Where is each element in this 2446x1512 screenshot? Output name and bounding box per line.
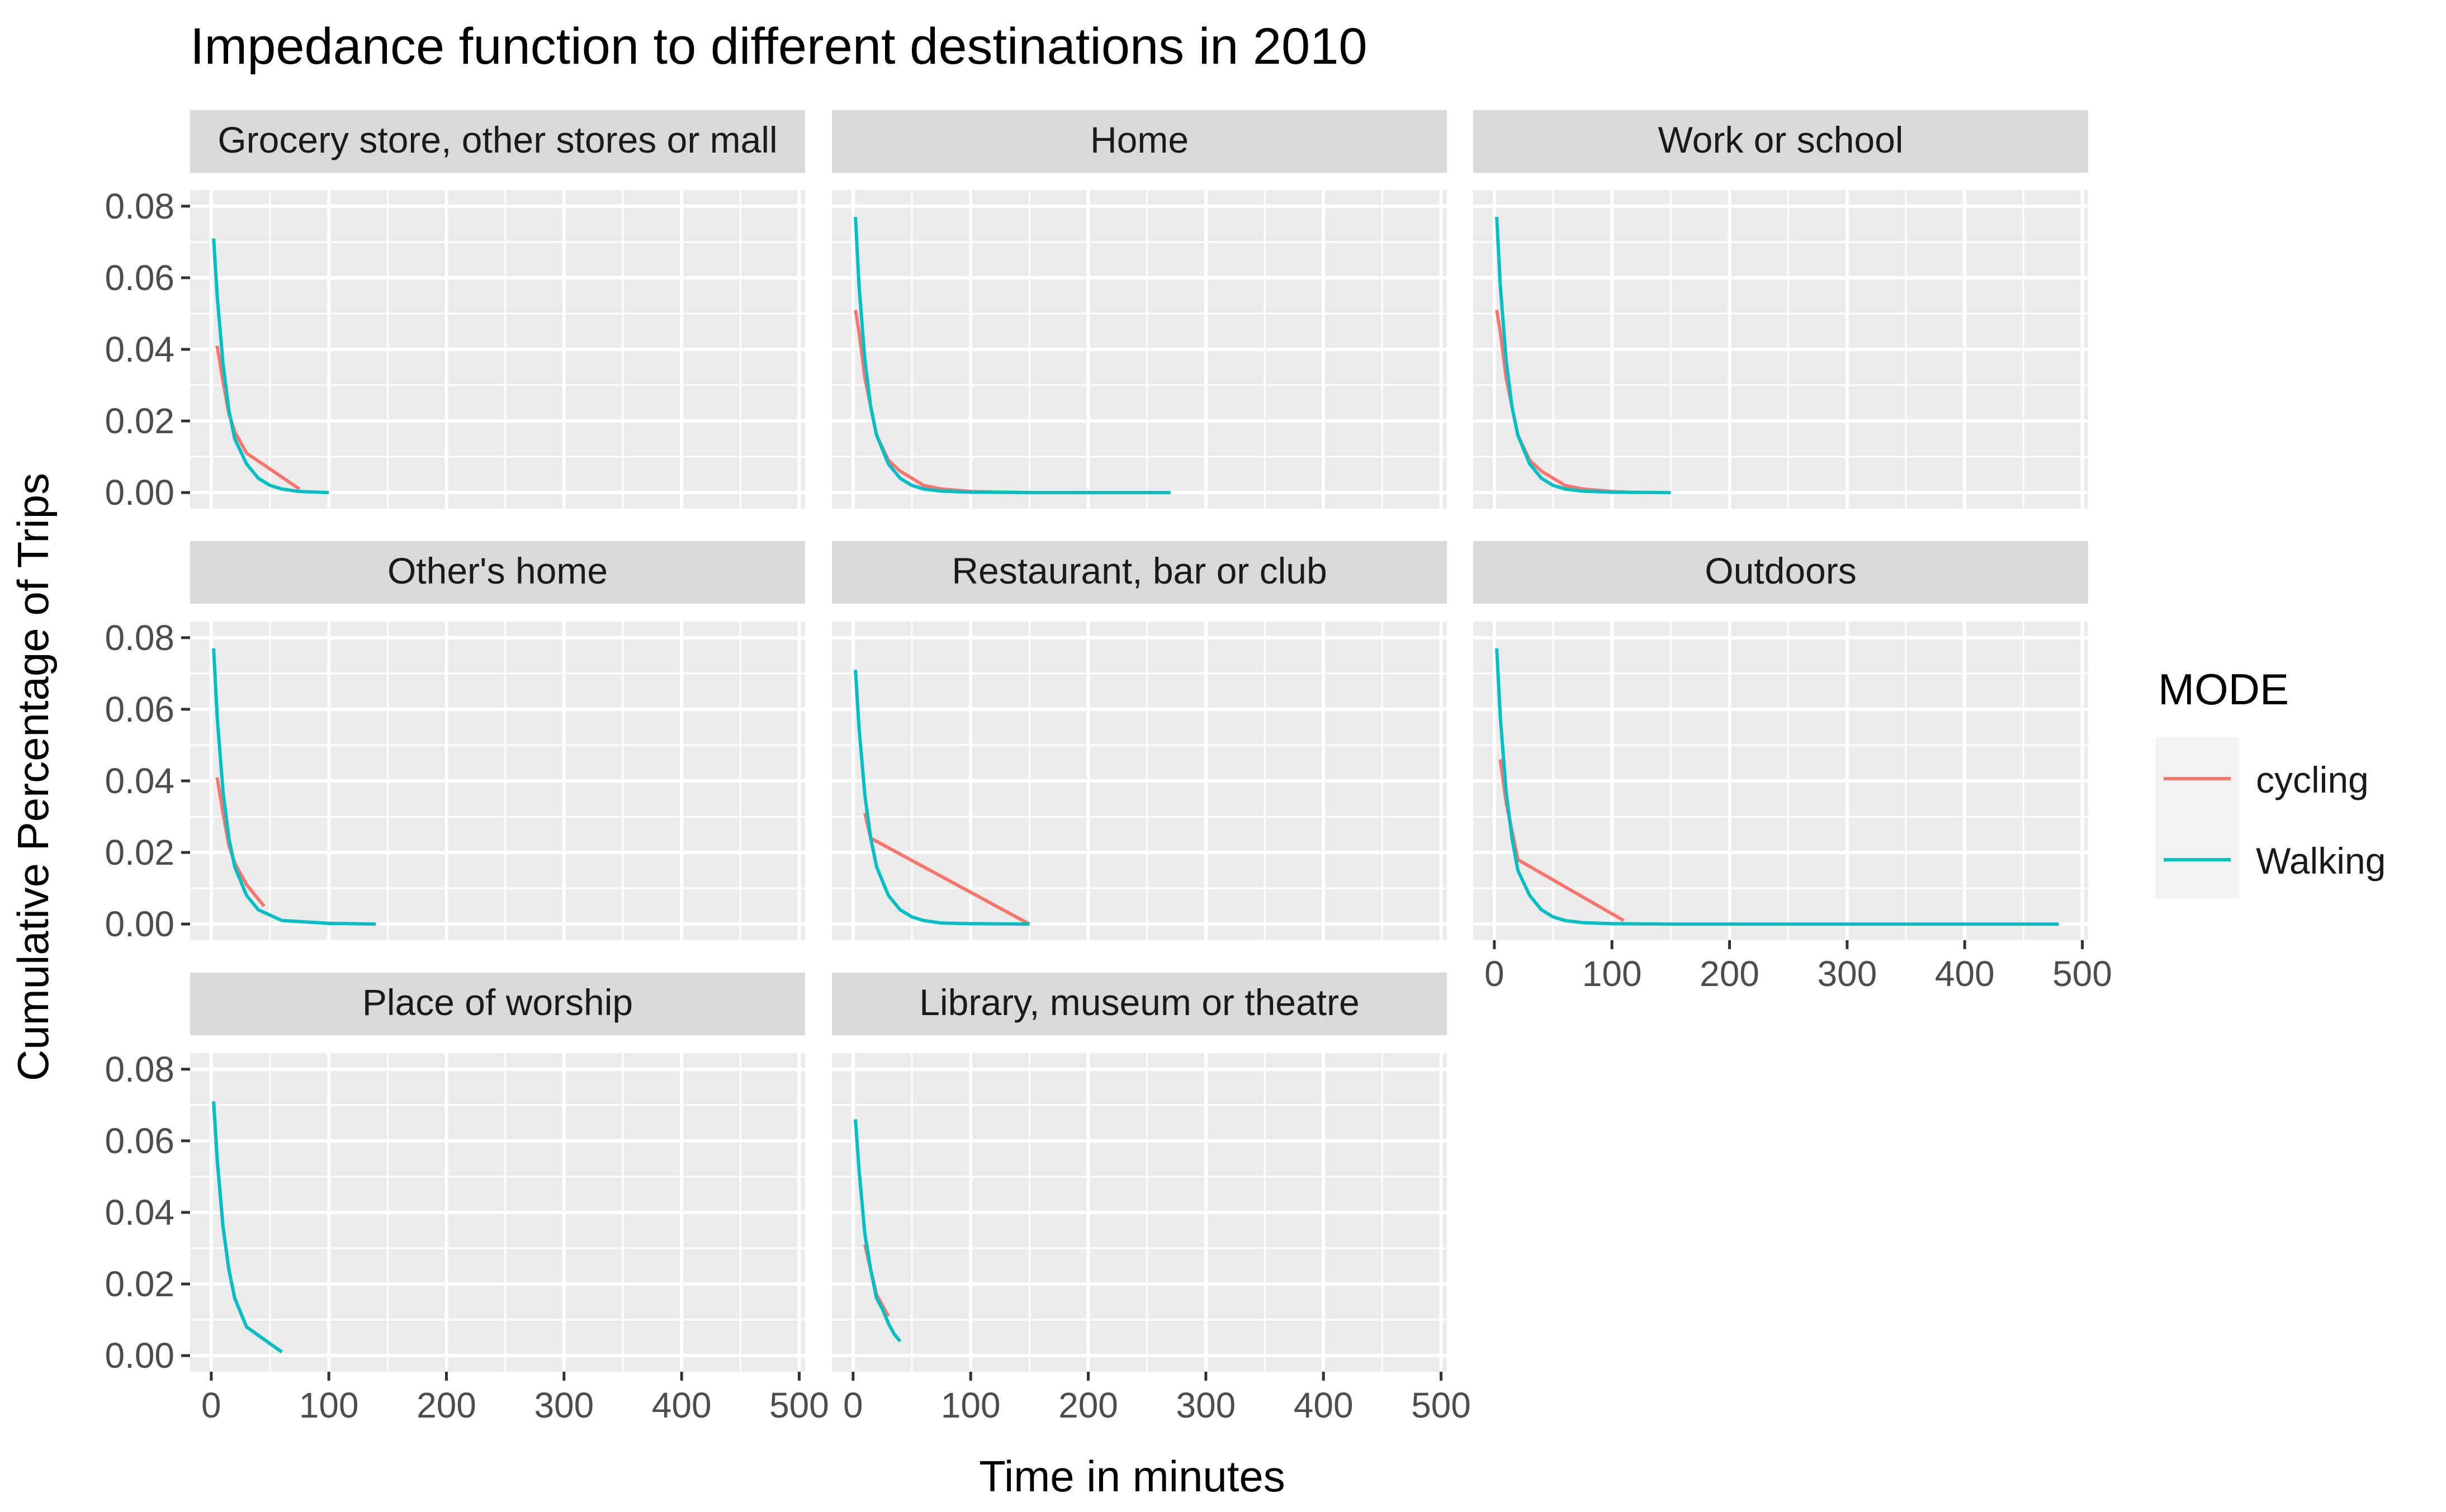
x-tick-label: 400	[1935, 954, 1995, 994]
facet-strip	[190, 541, 805, 604]
series-line-cycling	[1495, 310, 1636, 495]
facet-strip-label: Work or school	[1658, 119, 1904, 160]
series-line-walking	[212, 648, 376, 926]
x-tick-label: 0	[201, 1385, 221, 1425]
series-line-walking	[1495, 216, 1671, 495]
facet-panel: Library, museum or theatre 0 100 200 300 400 5…	[832, 973, 1471, 1425]
series-line-walking	[212, 238, 329, 495]
series-line-walking	[1495, 648, 2059, 926]
facet-strip	[1473, 541, 2088, 604]
x-tick-label: 100	[299, 1385, 359, 1425]
y-tick-label: 0.04	[105, 761, 174, 801]
series-line-walking	[854, 670, 1030, 926]
x-tick-label: 200	[1058, 1385, 1118, 1425]
y-tick-label: 0.02	[105, 1264, 174, 1304]
y-tick-label: 0.04	[105, 329, 174, 369]
x-tick-label: 400	[1294, 1385, 1354, 1425]
facet-strip-label: Library, museum or theatre	[919, 982, 1359, 1023]
facet-strip-label: Grocery store, other stores or mall	[217, 119, 777, 160]
x-tick-label: 400	[652, 1385, 712, 1425]
y-tick-label: 0.02	[105, 401, 174, 441]
facet-panel: Place of worship 0.00 0.02 0.04 0.06 0.08 0 100…	[105, 973, 829, 1425]
facet-strip	[190, 110, 805, 173]
series-line-cycling	[854, 310, 1030, 495]
y-tick-label: 0.02	[105, 832, 174, 873]
x-tick-label: 100	[941, 1385, 1001, 1425]
x-tick-label: 500	[769, 1385, 829, 1425]
legend-label-walking: Walking	[2256, 840, 2386, 881]
y-tick-label: 0.00	[105, 1335, 174, 1376]
y-tick-label: 0.00	[105, 472, 174, 513]
facet-strip	[1473, 110, 2088, 173]
facet-strip	[190, 973, 805, 1035]
facet-strip-label: Place of worship	[362, 982, 633, 1023]
series-line-walking	[212, 1101, 283, 1354]
y-tick-label: 0.06	[105, 689, 174, 729]
facet-strip-label: Home	[1090, 119, 1189, 160]
legend: MODE cycling Walking	[2155, 665, 2386, 899]
x-tick-label: 200	[1700, 954, 1759, 994]
facet-strip-label: Outdoors	[1705, 550, 1856, 591]
facet-panel: Work or school	[1473, 110, 2088, 509]
x-tick-label: 300	[1817, 954, 1877, 994]
x-tick-label: 300	[1176, 1385, 1236, 1425]
y-axis-label: Cumulative Percentage of Trips	[8, 473, 58, 1081]
x-tick-label: 0	[843, 1385, 863, 1425]
facet-panel: Restaurant, bar or club	[832, 541, 1447, 940]
facet-strip-label: Other's home	[387, 550, 608, 591]
y-tick-label: 0.08	[105, 618, 174, 658]
x-tick-label: 0	[1484, 954, 1504, 994]
facet-panel: Outdoors 0 100 200 300 400 500	[1473, 541, 2112, 994]
y-tick-label: 0.06	[105, 258, 174, 298]
y-tick-label: 0.06	[105, 1121, 174, 1161]
legend-label-cycling: cycling	[2256, 759, 2369, 800]
x-tick-label: 300	[534, 1385, 594, 1425]
y-tick-label: 0.00	[105, 904, 174, 944]
legend-key-background	[2155, 737, 2239, 899]
chart-title: Impedance function to different destinat…	[190, 18, 1368, 75]
facet-strip	[832, 110, 1447, 173]
y-tick-label: 0.08	[105, 186, 174, 226]
facet-strip-label: Restaurant, bar or club	[952, 550, 1327, 591]
facet-panel: Other's home 0.00 0.02 0.04 0.06 0.08	[105, 541, 805, 944]
x-tick-label: 500	[1411, 1385, 1471, 1425]
facet-panel: Grocery store, other stores or mall 0.00 0…	[105, 110, 805, 513]
legend-title: MODE	[2158, 665, 2289, 714]
facet-strip	[832, 973, 1447, 1035]
facet-panel: Home	[832, 110, 1447, 509]
x-axis-label: Time in minutes	[979, 1452, 1285, 1501]
x-tick-label: 500	[2052, 954, 2112, 994]
facet-strip	[832, 541, 1447, 604]
x-tick-label: 200	[417, 1385, 476, 1425]
y-tick-label: 0.04	[105, 1192, 174, 1233]
series-line-walking	[854, 216, 1171, 495]
y-tick-label: 0.08	[105, 1049, 174, 1089]
series-line-walking	[854, 1119, 902, 1343]
facet-panels: Grocery store, other stores or mall 0.00 0…	[105, 110, 2112, 1425]
x-tick-label: 100	[1582, 954, 1642, 994]
